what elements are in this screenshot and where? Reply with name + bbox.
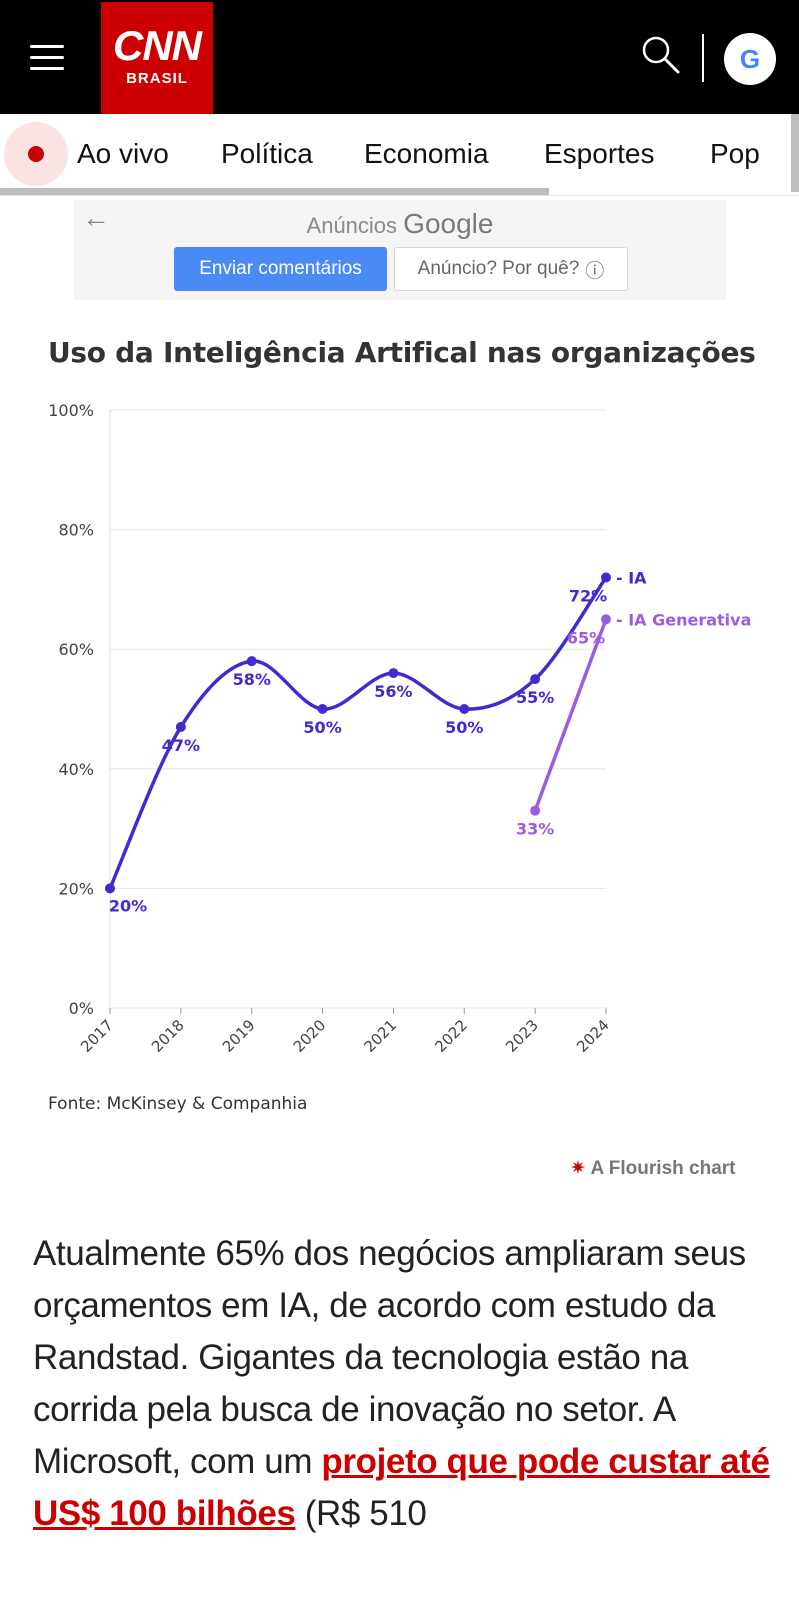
data-label: 72% — [569, 586, 607, 605]
data-point — [530, 805, 541, 816]
site-header: CNN BRASIL G — [0, 0, 799, 114]
section-nav: Ao vivo Política Economia Esportes Pop — [0, 114, 799, 196]
data-point — [105, 883, 115, 894]
line-chart: 0% 20% 40% 60% 80% 100% 2017 2018 2019 2020 2021 20… — [48, 401, 751, 1056]
x-tick-label: 2017 — [77, 1016, 117, 1056]
menu-icon[interactable] — [30, 42, 66, 72]
logo-text: CNN — [113, 22, 202, 69]
why-this-ad-button[interactable]: Anúncio? Por quê? ⓘ — [394, 247, 628, 291]
chart-title: Uso da Inteligência Artifical nas organi… — [48, 336, 756, 369]
ad-label: Anúncios — [306, 213, 398, 238]
send-feedback-button[interactable]: Enviar comentários — [174, 247, 387, 291]
ad-title: Anúncios Google — [74, 208, 726, 240]
search-icon[interactable] — [638, 34, 684, 80]
data-point — [246, 656, 257, 667]
data-label: 33% — [516, 820, 554, 839]
nav-item-pop[interactable]: Pop — [710, 138, 760, 169]
data-label: 50% — [303, 718, 341, 737]
nav-item-ao-vivo[interactable]: Ao vivo — [77, 138, 169, 169]
logo-subtext: BRASIL — [126, 70, 188, 87]
data-label: 65% — [567, 628, 605, 647]
data-label: 20% — [109, 896, 147, 915]
nav-item-esportes[interactable]: Esportes — [544, 138, 655, 169]
article-link[interactable]: projeto que pode custar até US$ 100 bilh… — [33, 1442, 770, 1533]
x-tick-label: 2021 — [361, 1016, 401, 1056]
series-label: - IA — [616, 568, 647, 587]
google-account-button[interactable]: G — [724, 33, 776, 85]
x-tick-label: 2019 — [219, 1016, 259, 1056]
data-label: 56% — [374, 682, 412, 701]
y-tick-label: 0% — [69, 999, 94, 1018]
series-line-1 — [533, 617, 608, 813]
data-point — [459, 704, 470, 714]
y-tick-label: 100% — [48, 401, 94, 420]
x-tick-label: 2023 — [502, 1016, 542, 1056]
x-tick-label: 2022 — [431, 1016, 471, 1056]
data-point — [530, 674, 541, 685]
cnn-brasil-logo[interactable]: CNN BRASIL — [101, 2, 213, 114]
data-label: 50% — [445, 718, 483, 737]
data-point — [388, 668, 399, 679]
data-label: 58% — [233, 670, 271, 689]
y-tick-label: 60% — [58, 640, 94, 659]
nav-scrollbar[interactable] — [791, 114, 799, 192]
article-text-start: Atualmente 65% dos negócios ampliaram se… — [33, 1234, 746, 1481]
nav-item-economia[interactable]: Economia — [364, 138, 489, 169]
flourish-credit[interactable]: ✷ A Flourish chart — [570, 1157, 735, 1180]
flourish-logo-icon: ✷ — [570, 1158, 586, 1179]
live-indicator[interactable] — [4, 122, 68, 186]
y-tick-label: 20% — [58, 879, 94, 898]
y-tick-label: 40% — [58, 760, 94, 779]
back-arrow-icon[interactable]: ← — [82, 202, 110, 233]
nav-item-politica[interactable]: Política — [221, 138, 313, 169]
data-point — [175, 721, 186, 732]
data-point — [601, 614, 611, 625]
article-paragraph: Atualmente 65% dos negócios ampliaram se… — [33, 1228, 773, 1540]
x-tick-label: 2024 — [573, 1016, 613, 1056]
google-icon: G — [739, 43, 761, 74]
info-icon: ⓘ — [585, 260, 605, 282]
data-label: 55% — [516, 688, 554, 707]
chart-source: Fonte: McKinsey & Companhia — [48, 1094, 308, 1114]
article-text-end: (R$ 510 — [295, 1494, 427, 1533]
y-tick-label: 80% — [58, 521, 94, 540]
header-divider — [702, 34, 704, 82]
nav-scroll-indicator — [0, 188, 549, 195]
x-tick-label: 2020 — [290, 1016, 330, 1056]
data-label: 47% — [162, 736, 200, 755]
google-brand: Google — [403, 208, 494, 239]
flourish-credit-label: A Flourish chart — [590, 1158, 736, 1179]
google-ad-box: ← Anúncios Google Enviar comentários Anú… — [74, 200, 726, 300]
series-line-0 — [108, 575, 608, 891]
series-label: - IA Generativa — [616, 610, 751, 629]
data-point — [601, 572, 611, 583]
data-point — [317, 704, 328, 714]
why-this-ad-label: Anúncio? Por quê? — [417, 258, 580, 279]
live-dot-icon — [28, 146, 44, 162]
x-tick-label: 2018 — [148, 1016, 188, 1056]
